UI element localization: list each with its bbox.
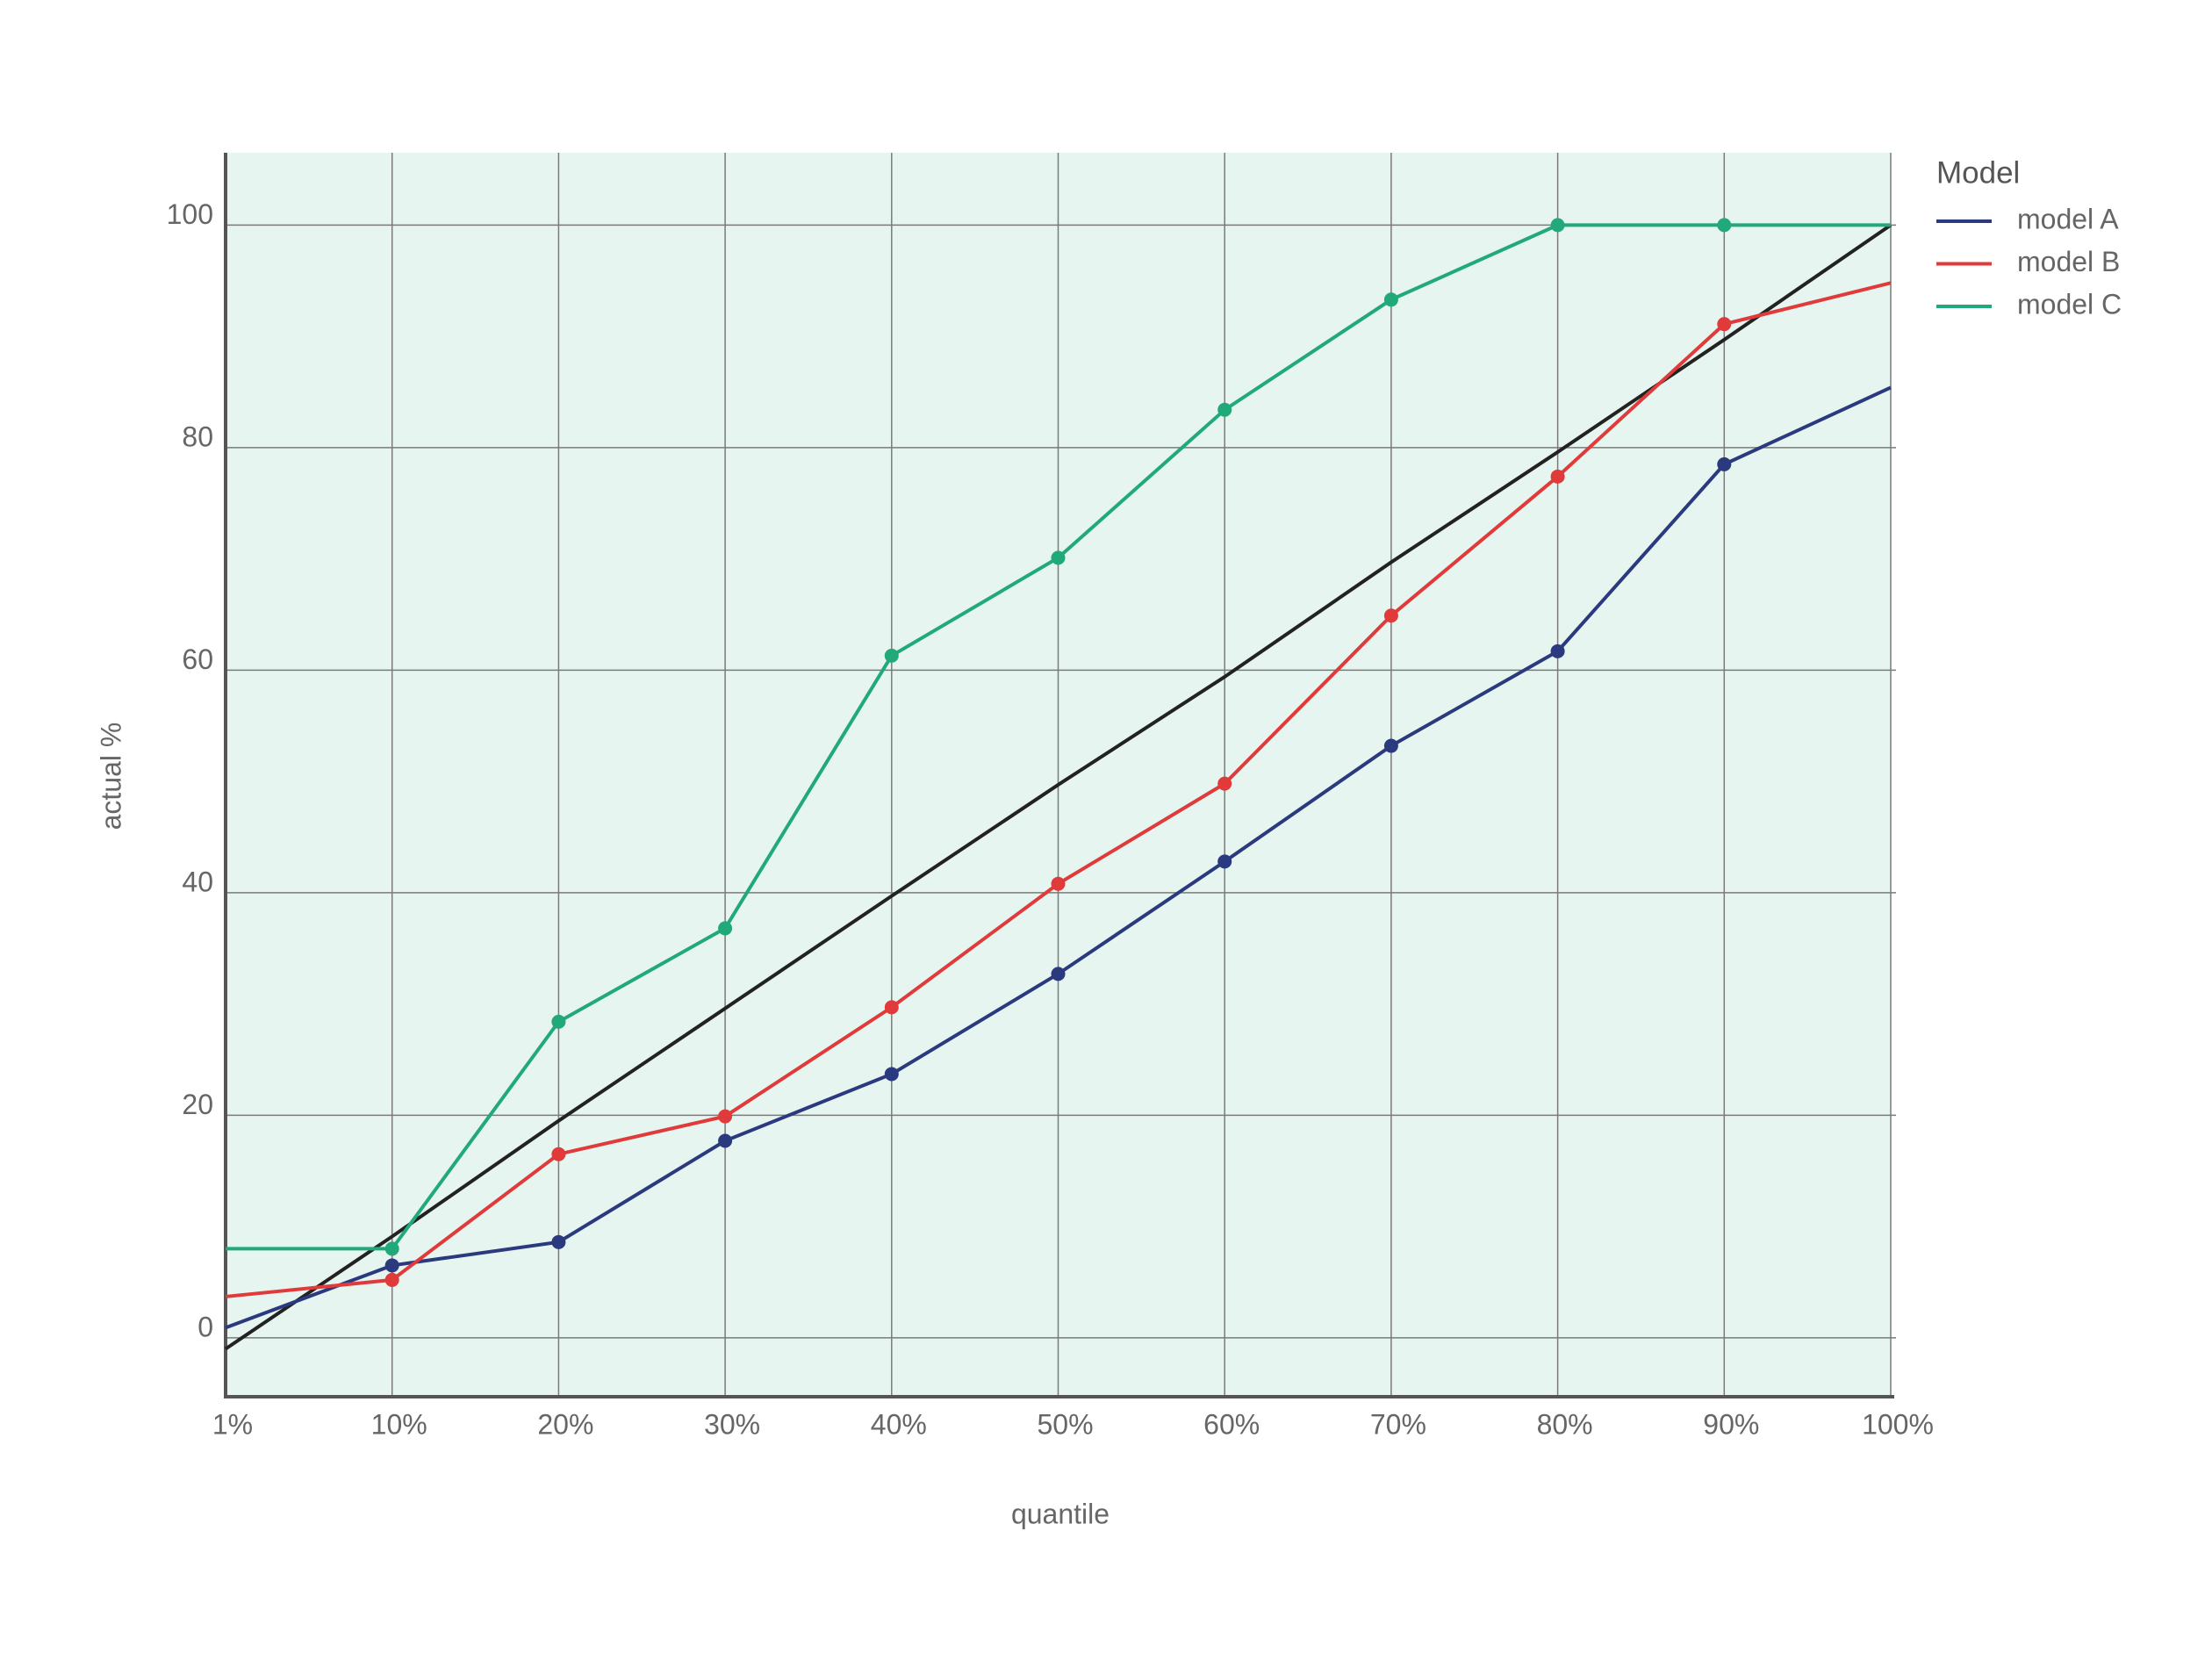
data-point	[718, 1109, 733, 1124]
data-point	[551, 1014, 566, 1029]
data-point	[718, 921, 733, 936]
x-axis-title: quantile	[1011, 1498, 1110, 1529]
legend-label: model A	[2017, 203, 2119, 234]
legend-label: model B	[2017, 246, 2120, 277]
data-point	[1383, 738, 1398, 753]
data-point	[384, 1272, 399, 1287]
x-tick-label: 100%	[1862, 1408, 1934, 1440]
data-point	[1217, 402, 1232, 417]
data-point	[1051, 550, 1066, 565]
data-point	[384, 1241, 399, 1256]
legend-title: Model	[1936, 155, 2020, 190]
x-tick-label: 10%	[371, 1408, 427, 1440]
legend-label: model C	[2017, 288, 2122, 320]
data-point	[1717, 218, 1732, 233]
data-point	[1051, 967, 1066, 981]
data-point	[884, 1000, 899, 1015]
x-tick-label: 1%	[212, 1408, 253, 1440]
y-tick-label: 0	[198, 1311, 213, 1342]
y-tick-label: 20	[182, 1089, 213, 1120]
y-tick-label: 40	[182, 866, 213, 897]
data-point	[1383, 608, 1398, 623]
x-tick-label: 50%	[1037, 1408, 1093, 1440]
y-axis-title: actual %	[95, 723, 126, 830]
data-point	[1717, 457, 1732, 471]
x-tick-label: 80%	[1537, 1408, 1593, 1440]
data-point	[884, 648, 899, 663]
data-point	[1550, 469, 1565, 484]
data-point	[551, 1147, 566, 1161]
data-point	[1217, 854, 1232, 869]
x-tick-label: 20%	[537, 1408, 593, 1440]
x-tick-label: 30%	[704, 1408, 760, 1440]
data-point	[1550, 643, 1565, 658]
data-point	[1717, 317, 1732, 332]
data-point	[884, 1067, 899, 1082]
y-tick-label: 60	[182, 643, 213, 675]
x-tick-label: 90%	[1703, 1408, 1759, 1440]
reference-line	[224, 223, 1892, 1351]
x-tick-label: 40%	[871, 1408, 927, 1440]
y-tick-label: 80	[182, 421, 213, 452]
data-point	[1217, 776, 1232, 791]
x-tick-label: 60%	[1203, 1408, 1260, 1440]
x-tick-label: 70%	[1370, 1408, 1426, 1440]
data-point	[1383, 292, 1398, 307]
data-point	[551, 1234, 566, 1249]
data-point	[1051, 876, 1066, 891]
data-point	[384, 1258, 399, 1273]
data-point	[1550, 218, 1565, 233]
data-point	[718, 1133, 733, 1148]
y-tick-label: 100	[167, 198, 213, 230]
